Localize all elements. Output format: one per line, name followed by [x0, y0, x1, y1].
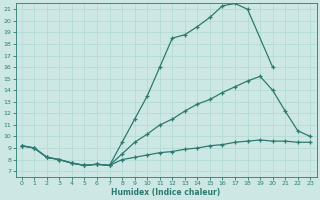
X-axis label: Humidex (Indice chaleur): Humidex (Indice chaleur) — [111, 188, 221, 197]
